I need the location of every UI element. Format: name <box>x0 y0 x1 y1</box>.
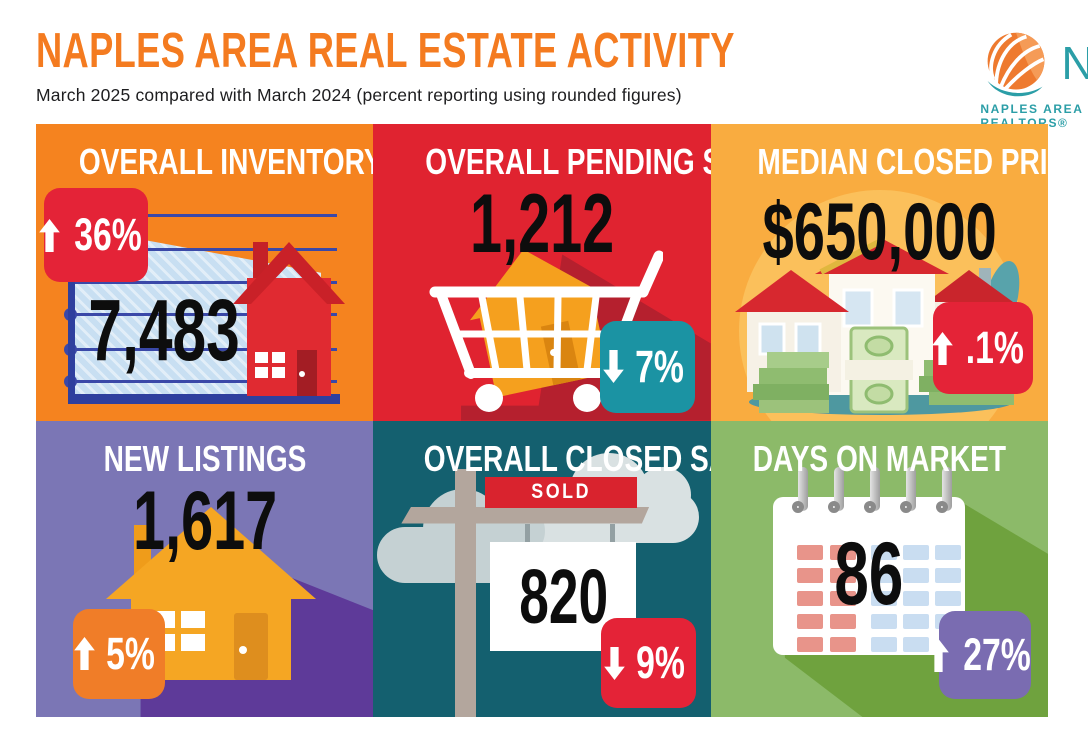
metrics-grid: 7,483 OVERALL INVENTORY 36% <box>36 124 1048 717</box>
change-percent: 36% <box>74 209 142 260</box>
change-badge: 7% <box>599 320 695 413</box>
calendar-cells-pink <box>796 544 823 560</box>
page-subtitle: March 2025 compared with March 2024 (per… <box>36 85 682 106</box>
shopping-cart-house-icon <box>429 249 664 412</box>
panel-overall-pending-sales: 1,212 OVERALL PENDING SALES 7% <box>373 124 711 421</box>
change-percent: .1% <box>965 322 1025 373</box>
arrow-up-icon <box>74 637 96 670</box>
panel-title: DAYS ON MARKET <box>752 437 1006 479</box>
change-badge: .1% <box>932 302 1033 394</box>
arrow-down-icon <box>602 350 624 383</box>
logo-wordmark: NABOR <box>1061 37 1088 89</box>
metric-value: $650,000 <box>762 185 997 277</box>
x-axis-bar <box>68 394 340 404</box>
metric-value: 86 <box>834 523 904 624</box>
gridline <box>69 348 337 351</box>
panel-new-listings: 1,617 NEW LISTINGS 5% <box>36 420 374 717</box>
gridline <box>69 313 337 316</box>
gridline <box>69 380 337 383</box>
house-icon <box>233 242 345 396</box>
arrow-down-icon <box>603 646 625 680</box>
metric-value: 1,212 <box>469 177 615 270</box>
calendar-ring <box>863 466 880 521</box>
y-axis-bar <box>68 222 75 396</box>
calendar-cells-blue <box>870 544 897 560</box>
panel-title: OVERALL CLOSED SALES <box>424 437 711 479</box>
change-badge: 36% <box>39 188 148 282</box>
change-badge: 27% <box>928 611 1031 699</box>
gridline <box>69 248 337 251</box>
metric-value: 1,617 <box>132 473 277 567</box>
change-badge: 9% <box>600 618 696 708</box>
calendar-icon <box>772 496 965 655</box>
panel-title: MEDIAN CLOSED PRICE <box>757 141 1048 182</box>
panel-title: NEW LISTINGS <box>103 437 307 479</box>
shell-icon <box>987 32 1045 97</box>
calendar-ring <box>935 466 952 521</box>
gridline <box>69 281 337 284</box>
panel-overall-inventory: 7,483 OVERALL INVENTORY 36% <box>36 124 374 421</box>
change-percent: 9% <box>635 637 685 688</box>
gridline <box>69 214 337 217</box>
arrow-up-icon <box>39 218 60 252</box>
sign-hanger <box>610 523 616 548</box>
change-badge: 5% <box>73 608 165 699</box>
change-percent: 7% <box>634 340 684 392</box>
sign-crossbar <box>401 506 650 524</box>
calendar-ring <box>827 466 844 521</box>
panel-median-closed-price: $650,000 MEDIAN CLOSED PRICE .1% <box>710 124 1048 421</box>
change-percent: 5% <box>106 627 156 679</box>
change-percent: 27% <box>963 629 1031 680</box>
sold-banner: SOLD <box>485 476 638 508</box>
panel-title: OVERALL INVENTORY <box>78 141 374 182</box>
panel-overall-closed-sales: SOLD 820 OVERALL CLOSED SALES 9% <box>373 420 711 717</box>
calendar-ring <box>791 466 808 521</box>
panel-title: OVERALL PENDING SALES <box>425 141 711 182</box>
page-title: NAPLES AREA REAL ESTATE ACTIVITY <box>36 24 735 78</box>
sign-post <box>455 468 477 717</box>
header-text: NAPLES AREA REAL ESTATE ACTIVITY March 2… <box>36 24 980 106</box>
sign-hanger <box>525 523 531 548</box>
calendar-ring <box>899 466 916 521</box>
metric-value: 820 <box>518 552 608 640</box>
arrow-up-icon <box>928 638 949 672</box>
metric-value: 7,483 <box>88 281 240 379</box>
nabor-logo: NABOR NAPLES AREA BOARD OF REALTORS® <box>980 28 1088 130</box>
header: NAPLES AREA REAL ESTATE ACTIVITY March 2… <box>36 24 1088 130</box>
panel-days-on-market: 86 DAYS ON MARKET 27% <box>710 420 1048 717</box>
arrow-up-icon <box>932 331 954 365</box>
